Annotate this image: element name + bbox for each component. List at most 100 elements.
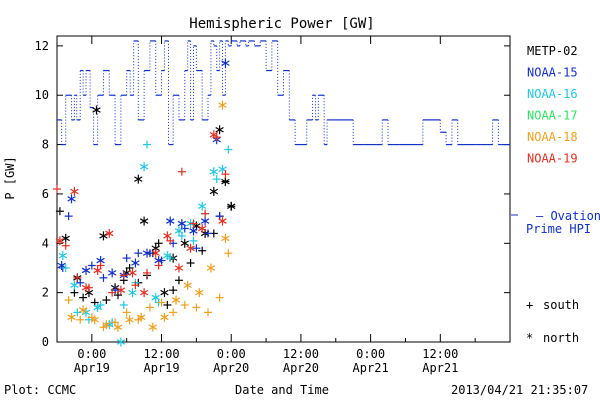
noaa-19-north-point <box>186 243 195 253</box>
noaa-16-north-point <box>139 162 149 172</box>
ovation-series <box>57 40 510 146</box>
noaa-18-south-point <box>122 308 131 317</box>
noaa-16-north-point <box>93 302 102 312</box>
metp-02-north-point <box>92 105 101 115</box>
noaa-19-south-point <box>221 170 230 179</box>
x-tick-time-4: 0:00 <box>356 347 385 361</box>
noaa-18-south-point <box>204 308 212 317</box>
noaa-19-south-point <box>131 281 140 290</box>
x-tick-date-4: Apr21 <box>353 361 389 375</box>
y-axis-label: P [GW] <box>3 156 17 199</box>
noaa-16-south-point <box>224 145 233 154</box>
footer-timestamp: 2013/04/21 21:35:07 <box>451 383 589 397</box>
noaa-15-south-point <box>204 229 212 238</box>
noaa-19-north-point <box>174 263 184 273</box>
noaa-16-north-point <box>197 201 207 211</box>
noaa-18-south-point <box>76 315 85 324</box>
metp-02-south-point <box>70 288 79 297</box>
noaa-16-north-point <box>116 337 126 347</box>
noaa-18-north-point <box>160 312 169 322</box>
y-tick-label-1: 2 <box>42 286 49 300</box>
legend-entry-noaa-15: NOAA-15 <box>527 66 578 80</box>
metp-02-south-point <box>169 286 178 295</box>
noaa-15-north-point <box>57 261 66 270</box>
noaa-19-north-point <box>197 223 207 233</box>
south-symbol: + <box>526 298 533 312</box>
legend-entry-metp-02: METP-02 <box>527 44 578 58</box>
x-tick-date-2: Apr20 <box>213 361 249 375</box>
noaa-16-north-point <box>151 293 160 303</box>
marker-legend: + south * north <box>526 298 579 345</box>
metp-02-north-point <box>227 201 236 211</box>
noaa-18-south-point <box>180 300 189 309</box>
metp-02-north-point <box>221 177 230 187</box>
noaa-18-north-point <box>218 100 227 110</box>
noaa-16-north-point <box>174 226 184 236</box>
noaa-18-north-point <box>195 288 204 298</box>
noaa-18-south-point <box>157 298 166 307</box>
satellite-markers <box>53 58 236 347</box>
y-tick-label-3: 6 <box>42 187 49 201</box>
noaa-15-south-point <box>122 254 131 263</box>
noaa-18-south-point <box>215 293 224 302</box>
noaa-19-north-point <box>151 248 160 258</box>
noaa-19-north-point <box>105 228 114 238</box>
noaa-19-south-point <box>154 261 163 270</box>
noaa-19-north-point <box>139 288 149 298</box>
legend-entry-noaa-17: NOAA-17 <box>527 109 578 123</box>
metp-02-north-point <box>134 174 143 184</box>
legend-entry-noaa-18: NOAA-18 <box>527 130 578 144</box>
noaa-15-south-point <box>134 249 143 258</box>
x-tick-time-5: 12:00 <box>422 347 458 361</box>
x-tick-time-3: 12:00 <box>283 347 319 361</box>
noaa-18-north-point <box>90 315 99 325</box>
x-tick-date-3: Apr20 <box>283 361 319 375</box>
metp-02-north-point <box>215 125 224 135</box>
south-label: south <box>543 298 579 312</box>
x-tick-date-5: Apr21 <box>422 361 458 375</box>
noaa-19-north-point <box>93 265 102 275</box>
noaa-19-south-point <box>119 271 128 280</box>
metp-02-north-point <box>61 233 70 243</box>
noaa-15-north-point <box>200 216 210 226</box>
metp-02-south-point <box>174 276 183 285</box>
metp-02-south-point <box>55 207 64 216</box>
noaa-19-south-point <box>53 185 61 193</box>
legend: METP-02 NOAA-15 NOAA-16 NOAA-17 NOAA-18 NOAA-… <box>527 44 578 166</box>
noaa-15-north-point <box>81 265 91 275</box>
noaa-15-south-point <box>99 273 108 282</box>
metp-02-north-point <box>139 216 149 226</box>
noaa-16-south-point <box>212 175 221 184</box>
noaa-16-north-point <box>70 280 79 290</box>
noaa-16-south-point <box>119 300 128 309</box>
noaa-15-north-point <box>107 268 117 278</box>
noaa-15-south-point <box>192 244 201 253</box>
noaa-18-north-point <box>67 312 76 322</box>
metp-02-north-point <box>180 238 189 248</box>
noaa-18-south-point <box>224 249 233 258</box>
north-symbol: * <box>526 331 533 345</box>
noaa-19-south-point <box>108 288 117 297</box>
x-tick-time-0: 0:00 <box>77 347 106 361</box>
noaa-16-south-point <box>143 140 152 149</box>
noaa-19-south-point <box>201 209 210 218</box>
metp-02-south-point <box>79 293 88 302</box>
ovation-label-line1: – Ovation <box>536 209 600 223</box>
noaa-19-north-point <box>55 236 65 246</box>
legend-entry-noaa-19: NOAA-19 <box>527 152 578 166</box>
x-tick-time-2: 0:00 <box>217 347 246 361</box>
noaa-15-north-point <box>177 219 187 229</box>
noaa-18-south-point <box>192 303 201 312</box>
noaa-15-north-point <box>131 258 140 268</box>
legend-entry-noaa-16: NOAA-16 <box>527 87 578 101</box>
metp-02-south-point <box>102 296 111 305</box>
noaa-15-south-point <box>64 212 73 221</box>
noaa-18-north-point <box>171 295 181 305</box>
noaa-18-north-point <box>221 233 230 243</box>
y-tick-label-0: 0 <box>42 335 49 349</box>
noaa-19-south-point <box>189 219 198 228</box>
noaa-16-south-point <box>61 263 70 272</box>
noaa-15-north-point <box>67 194 76 204</box>
noaa-19-north-point <box>218 216 227 226</box>
